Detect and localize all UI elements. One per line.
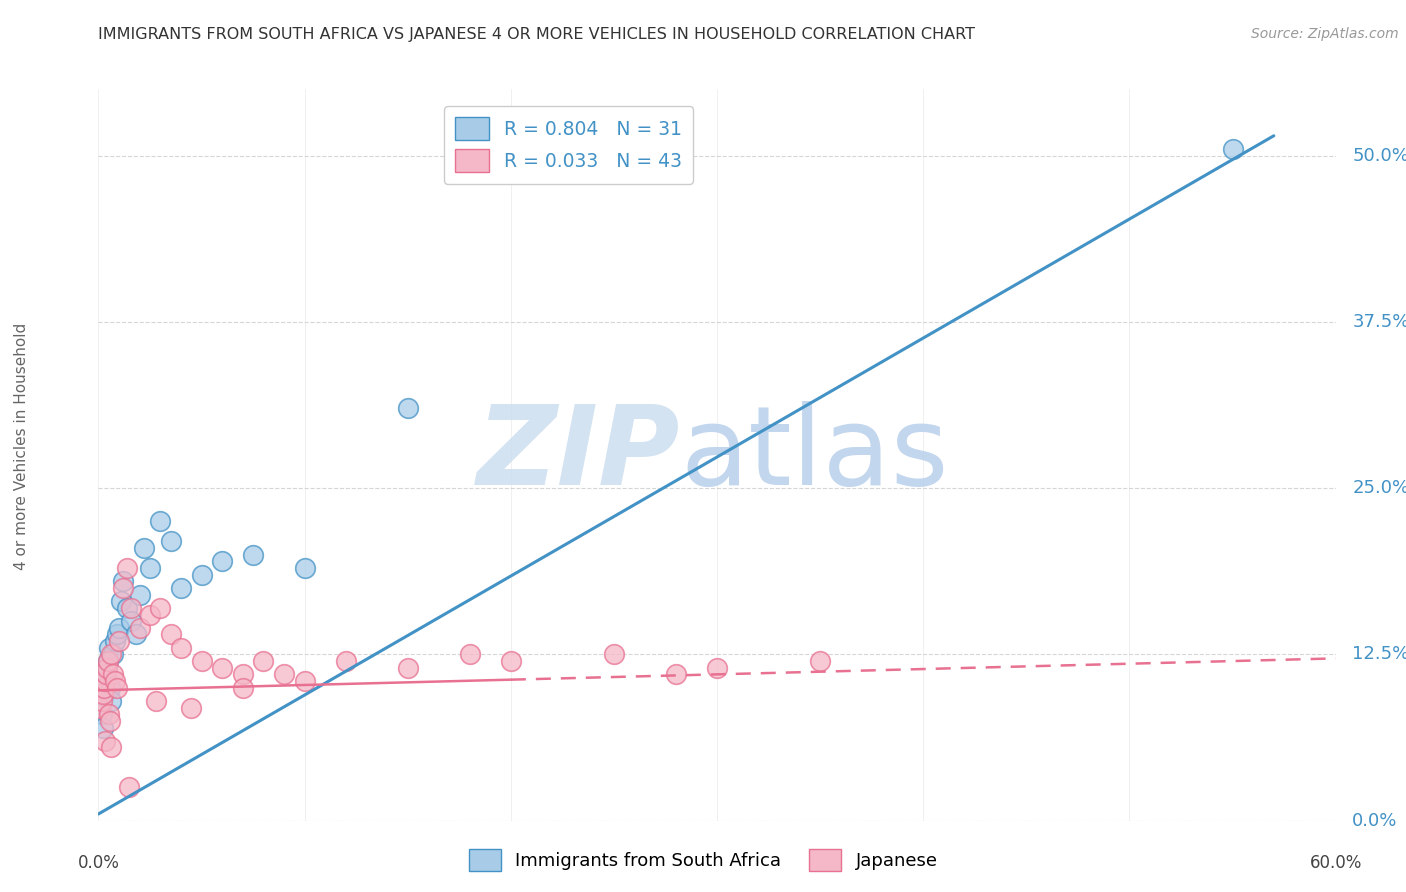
Point	[211, 661, 233, 675]
Point	[335, 654, 357, 668]
Text: 12.5%: 12.5%	[1353, 646, 1406, 664]
Point	[97, 640, 120, 655]
Point	[120, 614, 142, 628]
Point	[93, 681, 115, 695]
Point	[294, 561, 316, 575]
Point	[94, 667, 117, 681]
Point	[112, 581, 135, 595]
Legend: Immigrants from South Africa, Japanese: Immigrants from South Africa, Japanese	[461, 842, 945, 879]
Point	[190, 654, 212, 668]
Point	[499, 654, 522, 668]
Text: 37.5%: 37.5%	[1353, 313, 1406, 331]
Point	[93, 673, 115, 688]
Point	[139, 561, 162, 575]
Point	[145, 694, 167, 708]
Point	[603, 648, 626, 662]
Point	[108, 634, 131, 648]
Point	[101, 648, 124, 662]
Point	[170, 640, 193, 655]
Text: 4 or more Vehicles in Household: 4 or more Vehicles in Household	[14, 322, 28, 570]
Point	[97, 654, 120, 668]
Point	[180, 700, 202, 714]
Point	[117, 600, 139, 615]
Point	[90, 694, 112, 708]
Point	[89, 700, 111, 714]
Point	[132, 541, 155, 555]
Text: 0.0%: 0.0%	[77, 854, 120, 871]
Point	[98, 681, 121, 695]
Point	[128, 621, 150, 635]
Text: ZIP: ZIP	[477, 401, 681, 508]
Point	[396, 661, 419, 675]
Point	[458, 648, 481, 662]
Point	[149, 515, 172, 529]
Point	[90, 707, 112, 722]
Text: IMMIGRANTS FROM SOUTH AFRICA VS JAPANESE 4 OR MORE VEHICLES IN HOUSEHOLD CORRELA: IMMIGRANTS FROM SOUTH AFRICA VS JAPANESE…	[98, 27, 976, 42]
Text: 50.0%: 50.0%	[1353, 146, 1406, 165]
Point	[93, 673, 115, 688]
Point	[1222, 142, 1244, 156]
Text: 25.0%: 25.0%	[1353, 479, 1406, 497]
Point	[104, 634, 127, 648]
Point	[273, 667, 295, 681]
Point	[232, 667, 254, 681]
Point	[242, 548, 264, 562]
Point	[93, 734, 115, 748]
Point	[120, 600, 142, 615]
Text: Source: ZipAtlas.com: Source: ZipAtlas.com	[1251, 27, 1399, 41]
Point	[139, 607, 162, 622]
Point	[108, 621, 131, 635]
Point	[91, 687, 114, 701]
Point	[149, 600, 172, 615]
Point	[97, 707, 120, 722]
Point	[98, 714, 121, 728]
Point	[93, 687, 115, 701]
Point	[128, 588, 150, 602]
Legend: R = 0.804   N = 31, R = 0.033   N = 43: R = 0.804 N = 31, R = 0.033 N = 43	[444, 106, 693, 184]
Point	[190, 567, 212, 582]
Point	[117, 561, 139, 575]
Point	[118, 780, 141, 795]
Text: atlas: atlas	[681, 401, 949, 508]
Point	[706, 661, 728, 675]
Point	[100, 694, 122, 708]
Point	[101, 667, 124, 681]
Point	[294, 673, 316, 688]
Point	[159, 534, 181, 549]
Point	[105, 627, 128, 641]
Point	[105, 681, 128, 695]
Point	[159, 627, 181, 641]
Point	[94, 667, 117, 681]
Point	[104, 673, 127, 688]
Point	[211, 554, 233, 568]
Point	[124, 627, 146, 641]
Point	[170, 581, 193, 595]
Point	[396, 401, 419, 416]
Point	[252, 654, 274, 668]
Point	[100, 648, 122, 662]
Point	[112, 574, 135, 589]
Point	[665, 667, 688, 681]
Point	[110, 594, 132, 608]
Point	[232, 681, 254, 695]
Point	[96, 661, 118, 675]
Point	[100, 740, 122, 755]
Point	[91, 721, 114, 735]
Point	[96, 661, 118, 675]
Text: 60.0%: 60.0%	[1309, 854, 1362, 871]
Point	[97, 654, 120, 668]
Point	[808, 654, 831, 668]
Text: 0.0%: 0.0%	[1353, 812, 1398, 830]
